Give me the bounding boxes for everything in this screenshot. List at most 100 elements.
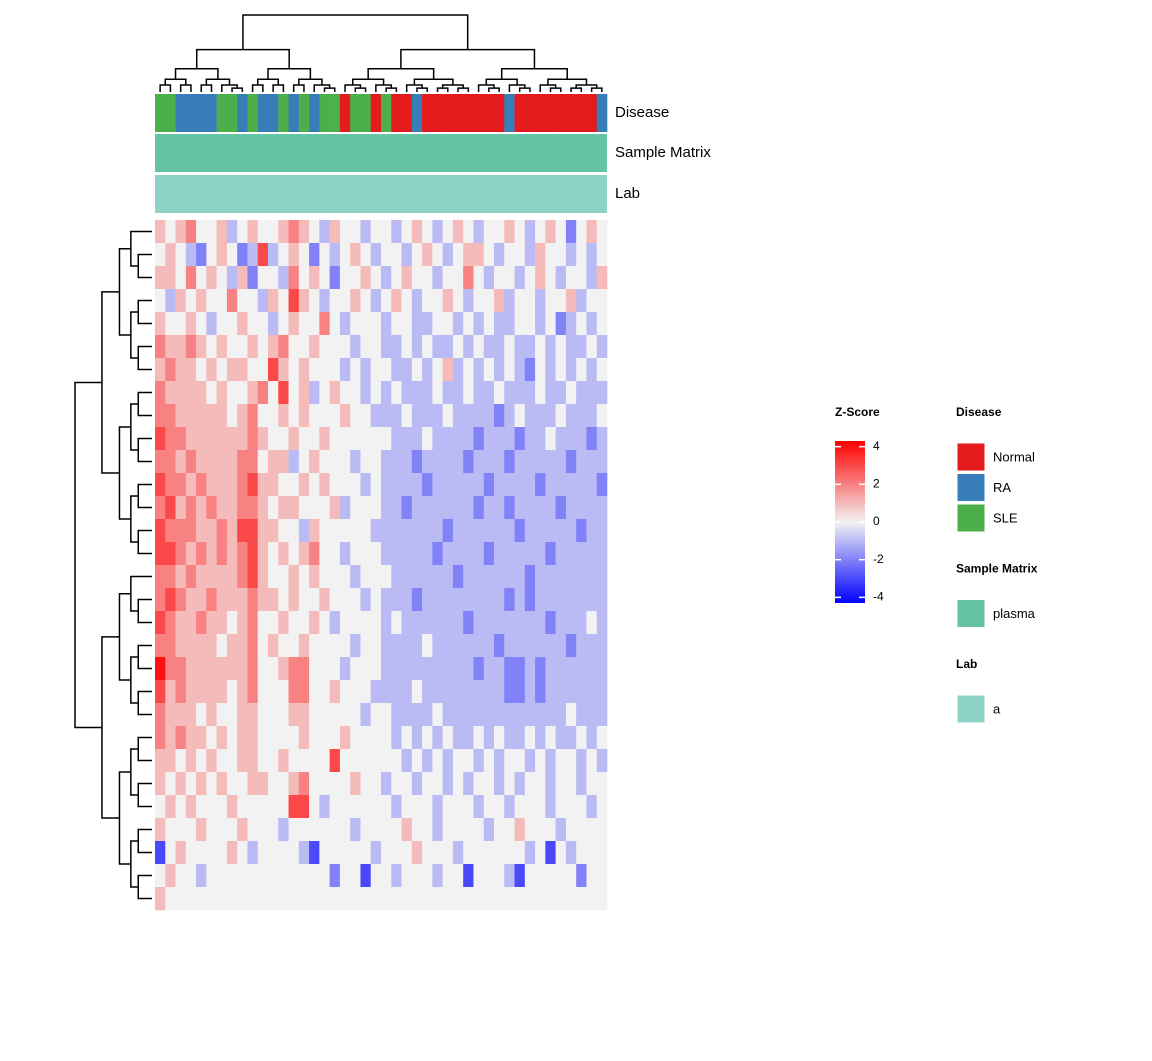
- heatmap-cell: [452, 657, 464, 681]
- heatmap-cell: [288, 703, 300, 727]
- heatmap-cell: [411, 427, 423, 451]
- heatmap-cell: [452, 565, 464, 589]
- heatmap-cell: [268, 795, 279, 819]
- heatmap-cell: [473, 243, 485, 267]
- heatmap-cell: [524, 404, 536, 428]
- annotation-cell: [360, 94, 372, 132]
- heatmap-cell: [565, 243, 577, 267]
- heatmap-cell: [350, 335, 361, 359]
- heatmap-cell: [216, 220, 228, 244]
- heatmap-cell: [596, 220, 608, 244]
- heatmap-cell: [504, 795, 515, 819]
- heatmap-cell: [596, 542, 608, 566]
- heatmap-cell: [586, 220, 598, 244]
- heatmap-cell: [442, 864, 454, 888]
- heatmap-cell: [237, 243, 248, 267]
- annotation-cell: [155, 94, 166, 132]
- heatmap-cell: [411, 772, 423, 796]
- heatmap-cell: [555, 473, 567, 497]
- annotation-cell: [329, 94, 341, 132]
- heatmap-cell: [576, 795, 587, 819]
- heatmap-cell: [524, 772, 536, 796]
- heatmap-cell: [278, 588, 289, 612]
- heatmap-cell: [288, 220, 300, 244]
- heatmap-cell: [329, 450, 341, 474]
- heatmap-cell: [339, 634, 351, 658]
- annotation-label: Lab: [615, 185, 640, 202]
- heatmap-cell: [545, 496, 556, 520]
- legend-label: RA: [993, 480, 1011, 495]
- heatmap-cell: [586, 496, 598, 520]
- heatmap-cell: [432, 496, 443, 520]
- heatmap-cell: [226, 266, 238, 290]
- heatmap-cell: [473, 312, 485, 336]
- heatmap-cell: [350, 312, 361, 336]
- heatmap-cell: [155, 634, 166, 658]
- heatmap-cell: [586, 703, 598, 727]
- heatmap-cell: [555, 542, 567, 566]
- heatmap-cell: [411, 703, 423, 727]
- heatmap-cell: [155, 542, 166, 566]
- heatmap-cell: [473, 818, 485, 842]
- heatmap-cell: [504, 818, 515, 842]
- heatmap-cell: [576, 542, 587, 566]
- heatmap-cell: [196, 312, 207, 336]
- heatmap-cell: [422, 381, 433, 405]
- heatmap-cell: [257, 634, 269, 658]
- heatmap-cell: [442, 473, 454, 497]
- annotation-label: Sample Matrix: [615, 144, 711, 161]
- heatmap-cell: [329, 565, 341, 589]
- heatmap-cell: [432, 864, 443, 888]
- heatmap-cell: [545, 404, 556, 428]
- heatmap-cell: [278, 289, 289, 313]
- heatmap-cell: [565, 565, 577, 589]
- heatmap-cell: [165, 312, 176, 336]
- heatmap-cell: [596, 657, 608, 681]
- heatmap-cell: [432, 404, 443, 428]
- heatmap-cell: [319, 404, 330, 428]
- heatmap-cell: [463, 312, 474, 336]
- heatmap-cell: [504, 542, 515, 566]
- heatmap-cell: [504, 243, 515, 267]
- heatmap-cell: [524, 427, 536, 451]
- heatmap-cell: [576, 680, 587, 704]
- heatmap-cell: [237, 565, 248, 589]
- annotation-cell: [576, 94, 587, 132]
- heatmap-cell: [555, 266, 567, 290]
- annotation-cell: [165, 94, 176, 132]
- heatmap-cell: [319, 450, 330, 474]
- heatmap-cell: [576, 266, 587, 290]
- heatmap-cell: [165, 726, 176, 750]
- heatmap-cell: [350, 818, 361, 842]
- heatmap-cell: [586, 588, 598, 612]
- heatmap-cell: [596, 680, 608, 704]
- heatmap-cell: [483, 243, 495, 267]
- heatmap-cell: [524, 726, 536, 750]
- heatmap-cell: [339, 680, 351, 704]
- heatmap-cell: [155, 565, 166, 589]
- heatmap-cell: [319, 289, 330, 313]
- heatmap-cell: [442, 312, 454, 336]
- heatmap-cell: [391, 312, 402, 336]
- heatmap-cell: [196, 404, 207, 428]
- heatmap-cell: [319, 565, 330, 589]
- heatmap-cell: [545, 657, 556, 681]
- heatmap-cell: [226, 312, 238, 336]
- heatmap-cell: [237, 542, 248, 566]
- heatmap-cell: [226, 887, 238, 911]
- heatmap-cell: [452, 703, 464, 727]
- heatmap-cell: [206, 496, 217, 520]
- heatmap-cell: [165, 565, 176, 589]
- heatmap-cell: [319, 726, 330, 750]
- heatmap-cell: [206, 588, 217, 612]
- heatmap-cell: [298, 634, 310, 658]
- heatmap-cell: [514, 312, 526, 336]
- heatmap-cell: [206, 542, 217, 566]
- heatmap-cell: [576, 358, 587, 382]
- heatmap-cell: [483, 289, 495, 313]
- heatmap-cell: [196, 427, 207, 451]
- heatmap-cell: [350, 749, 361, 773]
- heatmap-cell: [319, 220, 330, 244]
- heatmap-cell: [381, 220, 392, 244]
- heatmap-cell: [185, 496, 197, 520]
